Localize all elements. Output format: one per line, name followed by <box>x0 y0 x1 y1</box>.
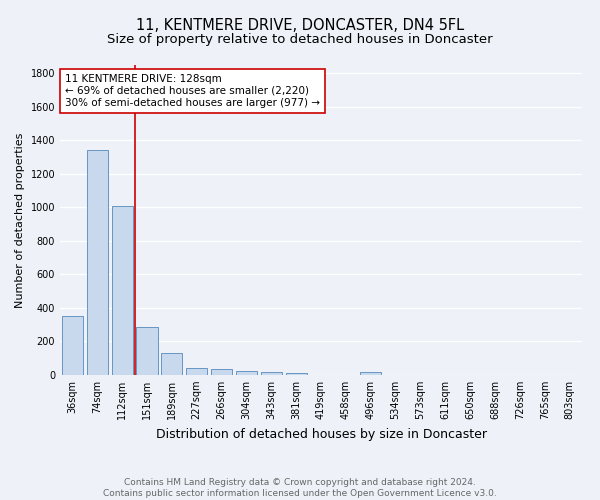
Text: Contains HM Land Registry data © Crown copyright and database right 2024.
Contai: Contains HM Land Registry data © Crown c… <box>103 478 497 498</box>
Text: 11, KENTMERE DRIVE, DONCASTER, DN4 5FL: 11, KENTMERE DRIVE, DONCASTER, DN4 5FL <box>136 18 464 32</box>
Bar <box>261 372 282 375</box>
Bar <box>87 150 108 375</box>
Text: 11 KENTMERE DRIVE: 128sqm
← 69% of detached houses are smaller (2,220)
30% of se: 11 KENTMERE DRIVE: 128sqm ← 69% of detac… <box>65 74 320 108</box>
Text: Size of property relative to detached houses in Doncaster: Size of property relative to detached ho… <box>107 32 493 46</box>
X-axis label: Distribution of detached houses by size in Doncaster: Distribution of detached houses by size … <box>155 428 487 440</box>
Bar <box>236 372 257 375</box>
Bar <box>286 373 307 375</box>
Y-axis label: Number of detached properties: Number of detached properties <box>15 132 25 308</box>
Bar <box>136 327 158 375</box>
Bar <box>186 368 207 375</box>
Bar <box>360 372 381 375</box>
Bar <box>161 353 182 375</box>
Bar <box>211 368 232 375</box>
Bar <box>112 206 133 375</box>
Bar <box>62 316 83 375</box>
